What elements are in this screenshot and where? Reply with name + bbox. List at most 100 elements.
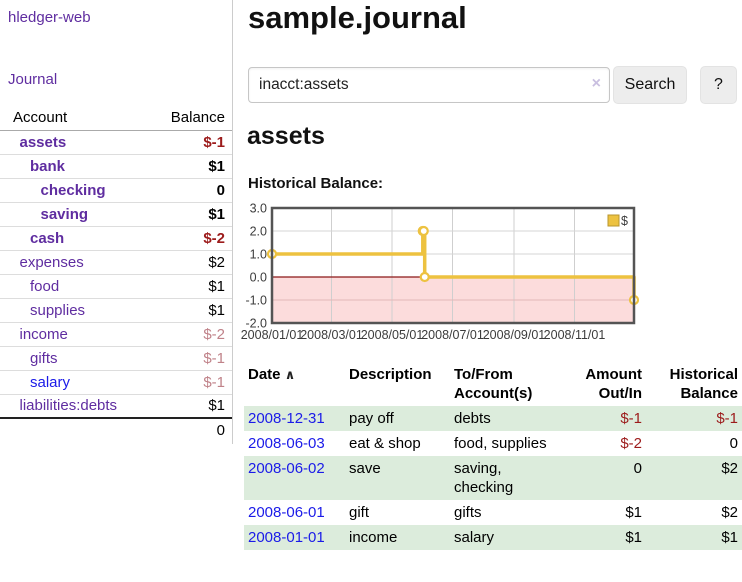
x-axis-tick-label: 2008/07/01 xyxy=(421,328,484,342)
transaction-date-link[interactable]: 2008-12-31 xyxy=(248,410,325,427)
y-axis-tick-label: 1.0 xyxy=(250,248,267,262)
search-box: × xyxy=(248,67,610,103)
sidebar-account-link[interactable]: cash xyxy=(30,229,65,247)
transaction-balance: 0 xyxy=(729,435,738,452)
transaction-row: 2008-06-02 save saving, checking 0 $2 xyxy=(244,456,742,500)
transaction-accounts: food, supplies xyxy=(454,435,547,452)
search-form: × Search ? xyxy=(248,66,737,104)
sidebar-account-link[interactable]: assets xyxy=(19,133,67,151)
data-point-marker xyxy=(418,225,429,237)
account-balance: $1 xyxy=(152,273,232,298)
transaction-balance: $-1 xyxy=(642,406,742,431)
page-title: sample.journal xyxy=(248,0,467,35)
transaction-row: 2008-01-01 income salary $1 $1 xyxy=(244,525,742,550)
transaction-description: pay off xyxy=(345,406,450,431)
accounts-header-account: Account xyxy=(0,106,153,131)
accounts-header-balance: Balance xyxy=(152,106,232,131)
data-point-marker xyxy=(419,271,430,283)
transaction-date-link[interactable]: 2008-01-01 xyxy=(248,529,325,546)
y-axis-tick-label: 0.0 xyxy=(250,271,267,285)
account-row: supplies $1 xyxy=(0,297,232,322)
transaction-amount: $-1 xyxy=(570,406,642,431)
sidebar-account-link[interactable]: saving xyxy=(40,205,89,223)
transaction-amount: $-2 xyxy=(620,435,642,452)
account-balance: $-1 xyxy=(203,133,225,151)
accounts-total-value: 0 xyxy=(152,417,232,442)
transaction-amount: $1 xyxy=(570,525,642,550)
search-input[interactable] xyxy=(248,67,610,103)
register-table: Date ∧ Description To/From Account(s) Am… xyxy=(244,363,742,550)
account-balance: $-1 xyxy=(152,369,232,394)
register-header-amount: Amount Out/In xyxy=(585,366,642,402)
account-balance: $2 xyxy=(152,249,232,274)
y-axis-tick-label: -2.0 xyxy=(245,317,267,331)
transaction-description: eat & shop xyxy=(349,435,421,452)
sidebar-account-link[interactable]: bank xyxy=(30,157,66,175)
account-row: bank $1 xyxy=(0,153,232,178)
legend-swatch xyxy=(607,214,620,227)
sidebar-account-link[interactable]: expenses xyxy=(19,253,84,271)
sidebar-account-link[interactable]: checking xyxy=(40,181,106,199)
accounts-header-row: Account Balance xyxy=(0,106,232,131)
transaction-accounts: salary xyxy=(450,525,570,550)
register-header-balance: Historical Balance xyxy=(669,366,738,402)
x-axis-tick-label: 2008/05/01 xyxy=(361,328,424,342)
register-header-date[interactable]: Date ∧ xyxy=(248,366,296,383)
brand-link[interactable]: hledger-web xyxy=(8,9,91,26)
account-row: cash $-2 xyxy=(0,225,232,250)
transaction-accounts: debts xyxy=(450,406,570,431)
y-axis-tick-label: -1.0 xyxy=(245,294,267,308)
accounts-table: Account Balance assets $-1 bank $1 checking 0… xyxy=(0,106,232,442)
transaction-row: 2008-12-31 pay off debts $-1 $-1 xyxy=(244,406,742,431)
account-row: expenses $2 xyxy=(0,249,232,274)
transaction-description: save xyxy=(345,456,450,500)
sidebar-account-link[interactable]: food xyxy=(30,277,60,295)
transaction-date-link[interactable]: 2008-06-02 xyxy=(248,460,325,477)
transaction-balance: $2 xyxy=(642,456,742,500)
transaction-row: 2008-06-03 eat & shop food, supplies $-2 0 xyxy=(244,431,742,456)
sidebar-account-link[interactable]: salary xyxy=(30,373,71,391)
help-button[interactable]: ? xyxy=(700,66,737,104)
account-row: food $1 xyxy=(0,273,232,298)
account-balance: $1 xyxy=(152,153,232,178)
account-balance: $-2 xyxy=(152,321,232,346)
account-balance: $-1 xyxy=(152,345,232,370)
register-header-accounts: To/From Account(s) xyxy=(454,366,533,402)
transaction-accounts: gifts xyxy=(454,504,482,521)
sidebar: hledger-web Journal Account Balance asse… xyxy=(0,0,233,444)
account-balance: $1 xyxy=(152,201,232,226)
account-row: checking 0 xyxy=(0,177,232,202)
accounts-total-row: 0 xyxy=(0,417,232,442)
transaction-description: gift xyxy=(349,504,370,521)
transaction-amount: 0 xyxy=(570,456,642,500)
transaction-date-link[interactable]: 2008-06-01 xyxy=(248,504,325,521)
account-row: saving $1 xyxy=(0,201,232,226)
sidebar-account-link[interactable]: supplies xyxy=(30,301,86,319)
account-row: liabilities:debts $1 xyxy=(0,393,232,418)
account-row: gifts $-1 xyxy=(0,345,232,370)
account-balance: $1 xyxy=(152,393,232,418)
account-row: salary $-1 xyxy=(0,369,232,394)
sort-ascending-icon: ∧ xyxy=(284,367,296,382)
transaction-description: income xyxy=(345,525,450,550)
account-row: income $-2 xyxy=(0,321,232,346)
transaction-amount: $1 xyxy=(625,504,642,521)
transaction-row: 2008-06-01 gift gifts $1 $2 xyxy=(244,500,742,525)
sidebar-account-link[interactable]: income xyxy=(19,325,68,343)
legend-label: $ xyxy=(621,214,628,228)
x-axis-tick-label: 2008/11/01 xyxy=(544,328,606,342)
account-row: assets $-1 xyxy=(0,130,232,154)
sidebar-account-link[interactable]: liabilities:debts xyxy=(19,397,118,415)
account-heading: assets xyxy=(247,122,325,150)
sidebar-item-journal[interactable]: Journal xyxy=(8,71,58,88)
transaction-date-link[interactable]: 2008-06-03 xyxy=(248,435,325,452)
clear-search-icon[interactable]: × xyxy=(591,75,601,92)
register-header-row: Date ∧ Description To/From Account(s) Am… xyxy=(244,363,742,406)
x-axis-tick-label: 2008/09/01 xyxy=(483,328,546,342)
sidebar-account-link[interactable]: gifts xyxy=(30,349,58,367)
search-button[interactable]: Search xyxy=(613,66,687,104)
register-header-description: Description xyxy=(349,366,432,383)
x-axis-tick-label: 2008/01/01 xyxy=(241,328,304,342)
y-axis-tick-label: 2.0 xyxy=(250,225,267,239)
